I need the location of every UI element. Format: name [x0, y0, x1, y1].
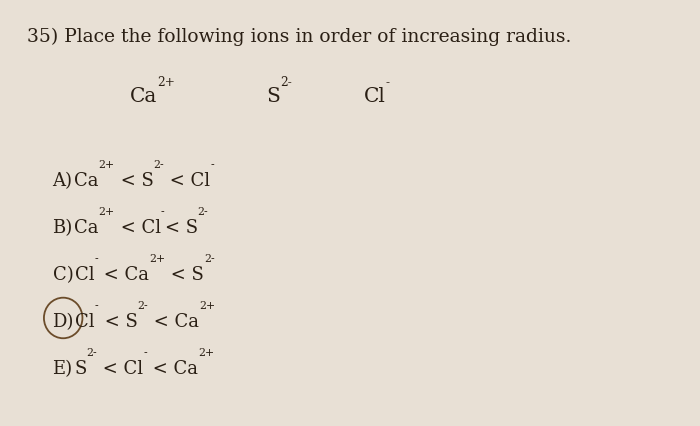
- Text: < Cl: < Cl: [97, 359, 143, 377]
- Text: < S: < S: [99, 312, 137, 330]
- Text: -: -: [94, 253, 98, 263]
- Text: -: -: [210, 159, 214, 170]
- Text: < Cl: < Cl: [115, 218, 161, 236]
- Text: -: -: [161, 206, 164, 216]
- Text: 2+: 2+: [157, 76, 175, 89]
- Text: Ca: Ca: [74, 171, 99, 189]
- Text: < Ca: < Ca: [148, 312, 199, 330]
- Text: Cl: Cl: [364, 87, 386, 106]
- Text: < S: < S: [164, 218, 197, 236]
- Text: C): C): [52, 265, 74, 283]
- Text: 2-: 2-: [280, 76, 292, 89]
- Text: < Ca: < Ca: [147, 359, 198, 377]
- Text: 2+: 2+: [149, 253, 165, 263]
- Text: 2-: 2-: [86, 347, 97, 357]
- Text: 2-: 2-: [153, 159, 164, 170]
- Text: Ca: Ca: [130, 87, 157, 106]
- Text: Ca: Ca: [74, 218, 99, 236]
- Text: 2-: 2-: [137, 300, 148, 310]
- Text: 2+: 2+: [198, 347, 214, 357]
- Text: < S: < S: [115, 171, 153, 189]
- Text: 2+: 2+: [99, 159, 115, 170]
- Text: < Cl: < Cl: [164, 171, 210, 189]
- Text: 2+: 2+: [199, 300, 215, 310]
- Text: 2-: 2-: [204, 253, 214, 263]
- Text: 2+: 2+: [99, 206, 115, 216]
- Text: < S: < S: [165, 265, 204, 283]
- Text: D): D): [52, 312, 74, 330]
- Text: Cl: Cl: [76, 312, 95, 330]
- Text: -: -: [386, 76, 390, 89]
- Text: 35) Place the following ions in order of increasing radius.: 35) Place the following ions in order of…: [27, 28, 571, 46]
- Text: B): B): [52, 218, 73, 236]
- Text: -: -: [95, 300, 99, 310]
- Text: A): A): [52, 171, 73, 189]
- Text: < Ca: < Ca: [98, 265, 149, 283]
- Text: S: S: [266, 87, 280, 106]
- Text: Cl: Cl: [75, 265, 94, 283]
- Text: 2-: 2-: [197, 206, 209, 216]
- Text: S: S: [74, 359, 86, 377]
- Text: -: -: [143, 347, 147, 357]
- Text: E): E): [52, 359, 73, 377]
